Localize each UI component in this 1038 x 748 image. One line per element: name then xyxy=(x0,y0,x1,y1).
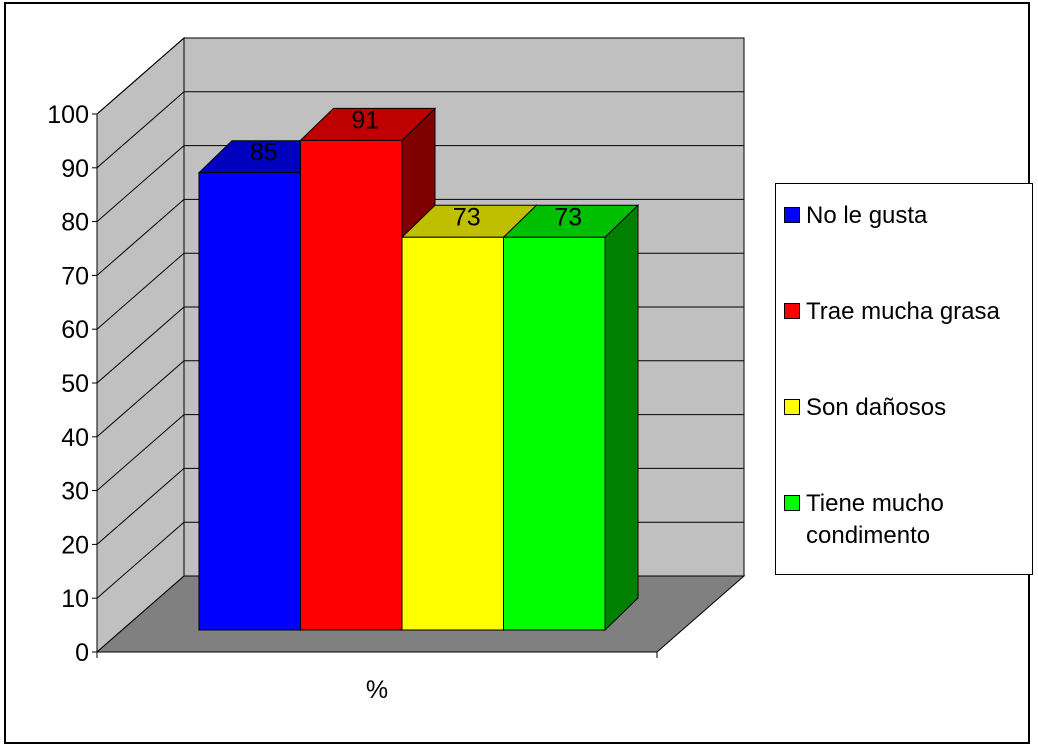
legend-swatch-son-danosos xyxy=(784,399,800,415)
gridline-side xyxy=(96,414,185,491)
bar xyxy=(401,236,504,631)
legend-swatch-no-le-gusta xyxy=(784,207,800,223)
legend-label-no-le-gusta: No le gusta xyxy=(806,202,928,229)
y-tick-label: 60 xyxy=(61,316,89,344)
y-tick-label: 80 xyxy=(61,209,89,237)
data-label: 85 xyxy=(250,139,278,167)
y-tick-label: 20 xyxy=(61,531,89,559)
gridline-side xyxy=(96,252,185,330)
y-tick-label: 30 xyxy=(61,478,89,506)
gridline-side xyxy=(96,145,185,222)
gridline-side xyxy=(96,91,185,169)
chart-legend: No le gusta Trae mucha grasa Son dañosos… xyxy=(775,183,1033,575)
data-label: 73 xyxy=(554,203,582,231)
legend-label-tiene-mucho-condimento: Tiene mucho condimento xyxy=(806,490,944,549)
legend-item-son-danosos: Son dañosos xyxy=(784,392,1036,424)
data-label: 73 xyxy=(453,203,481,231)
y-tick-label: 70 xyxy=(61,262,89,290)
gridline-side xyxy=(96,360,185,438)
legend-swatch-tiene-mucho-condimento xyxy=(784,495,800,511)
legend-label-trae-mucha-grasa: Trae mucha grasa xyxy=(806,298,1000,325)
legend-item-tiene-mucho-condimento: Tiene mucho condimento xyxy=(784,488,1036,552)
bar xyxy=(198,172,301,631)
gridline-side xyxy=(96,37,185,115)
y-tick-label: 10 xyxy=(61,585,89,613)
x-axis-label: % xyxy=(366,676,388,704)
y-tick-label: 50 xyxy=(61,370,89,398)
y-tick-label: 100 xyxy=(47,101,89,129)
y-tick-label: 90 xyxy=(61,155,89,183)
bar xyxy=(503,236,606,631)
bar-side xyxy=(604,204,639,632)
gridline-side xyxy=(96,306,185,384)
bar xyxy=(300,139,403,631)
legend-item-no-le-gusta: No le gusta xyxy=(784,200,1036,232)
legend-swatch-trae-mucha-grasa xyxy=(784,303,800,319)
legend-item-trae-mucha-grasa: Trae mucha grasa xyxy=(784,296,1036,328)
gridline-side xyxy=(96,199,185,276)
gridline-side xyxy=(96,521,185,599)
y-tick-label: 40 xyxy=(61,424,89,452)
data-label: 91 xyxy=(351,106,379,134)
legend-label-son-danosos: Son dañosos xyxy=(806,394,947,421)
gridline-side xyxy=(96,468,185,545)
y-tick-label: 0 xyxy=(75,639,89,667)
